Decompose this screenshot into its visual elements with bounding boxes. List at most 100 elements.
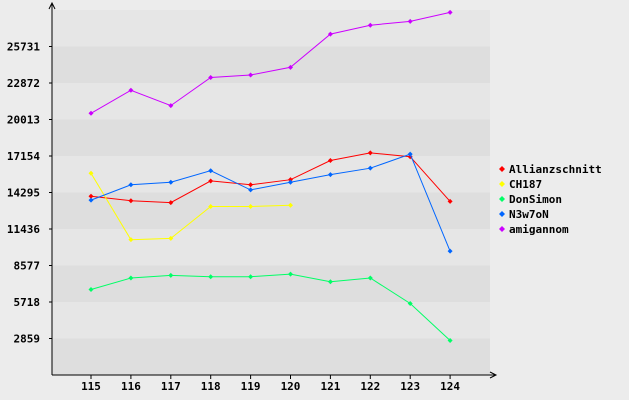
data-point — [88, 197, 94, 203]
legend-item: amigannom — [499, 223, 569, 236]
data-point — [288, 177, 293, 183]
data-point — [88, 110, 94, 116]
data-point — [288, 202, 293, 208]
x-tick-label: 120 — [281, 380, 301, 393]
y-tick-label: 20013 — [7, 114, 40, 127]
y-axis-ticks: 2859 5718 8577 11436 14295 17154 20013 22872 257… — [7, 41, 52, 346]
grid-band — [52, 338, 490, 375]
series-line — [90, 173, 291, 241]
data-point — [208, 274, 214, 280]
data-point — [248, 187, 254, 193]
series-line — [90, 152, 451, 204]
series-line — [90, 273, 451, 341]
x-axis-arrow — [489, 371, 498, 379]
x-tick-label: 121 — [320, 380, 340, 393]
legend-item: Allianzschnitt — [499, 163, 602, 176]
legend-marker — [499, 211, 505, 217]
data-point — [248, 182, 254, 188]
series-donsimon — [88, 271, 453, 344]
data-point — [128, 182, 134, 188]
data-point — [327, 31, 333, 37]
y-tick-label: 8577 — [14, 260, 41, 273]
x-tick-label: 123 — [400, 380, 420, 393]
data-point — [447, 338, 453, 344]
x-axis-ticks: 115 116 117 118 119 120 121 122 123 124 — [81, 375, 460, 393]
legend-item: N3w7oN — [499, 208, 549, 221]
plot-background — [52, 10, 490, 375]
series-amigannom — [88, 9, 453, 116]
data-point — [168, 200, 174, 206]
y-tick-label: 25731 — [7, 41, 40, 54]
data-point — [367, 22, 373, 28]
legend: Allianzschnitt CH187 DonSimon N3w7oN amigann… — [499, 163, 602, 236]
grid-band — [52, 10, 490, 47]
grid-band — [52, 229, 490, 266]
data-point — [248, 274, 254, 280]
series-n3w7on — [88, 151, 453, 254]
legend-marker — [499, 181, 505, 187]
x-tick-label: 115 — [81, 380, 101, 393]
legend-marker — [499, 166, 505, 172]
x-tick-label: 116 — [121, 380, 141, 393]
data-point — [88, 193, 94, 199]
series-line — [90, 11, 451, 114]
data-point — [367, 165, 373, 171]
data-point — [288, 271, 293, 277]
data-point — [208, 178, 214, 184]
data-point — [327, 279, 333, 285]
legend-marker — [499, 226, 505, 232]
grid-band — [52, 83, 490, 120]
data-point — [407, 18, 413, 24]
legend-label: Allianzschnitt — [509, 163, 602, 176]
data-point — [168, 272, 174, 278]
y-tick-label: 11436 — [7, 223, 40, 236]
data-point — [248, 72, 254, 78]
data-point — [208, 75, 214, 81]
data-point — [327, 172, 333, 178]
data-point — [128, 198, 134, 204]
data-point — [367, 150, 373, 156]
data-point — [407, 301, 413, 307]
y-tick-label: 22872 — [7, 77, 40, 90]
legend-item: DonSimon — [499, 193, 562, 206]
data-point — [168, 179, 174, 185]
data-point — [168, 235, 174, 241]
x-tick-label: 117 — [161, 380, 181, 393]
y-axis-arrow — [48, 1, 56, 10]
data-point — [447, 9, 453, 15]
data-point — [128, 275, 134, 281]
data-point — [288, 64, 293, 70]
data-point — [367, 275, 373, 281]
data-point — [128, 87, 134, 93]
x-tick-label: 124 — [440, 380, 460, 393]
y-tick-label: 14295 — [7, 187, 40, 200]
legend-marker — [499, 196, 505, 202]
data-point — [288, 179, 293, 185]
data-point — [447, 248, 453, 254]
x-tick-label: 118 — [201, 380, 221, 393]
y-tick-label: 5718 — [14, 296, 41, 309]
series-ch187 — [88, 170, 293, 243]
y-tick-label: 17154 — [7, 150, 40, 163]
data-point — [128, 237, 134, 243]
y-tick-label: 2859 — [14, 333, 41, 346]
x-tick-label: 119 — [241, 380, 261, 393]
axes — [48, 1, 498, 379]
data-point — [88, 170, 94, 176]
data-point — [208, 203, 214, 209]
legend-label: amigannom — [509, 223, 569, 236]
grid-band — [52, 119, 490, 156]
data-point — [327, 158, 333, 164]
data-point — [248, 203, 254, 209]
grid-band — [52, 265, 490, 302]
grid-band — [52, 192, 490, 229]
data-point — [407, 151, 413, 157]
data-point — [88, 286, 94, 292]
x-tick-label: 122 — [360, 380, 380, 393]
series-lines — [88, 9, 453, 344]
legend-label: CH187 — [509, 178, 542, 191]
data-point — [168, 103, 174, 109]
grid-band — [52, 302, 490, 339]
grid-band — [52, 156, 490, 193]
